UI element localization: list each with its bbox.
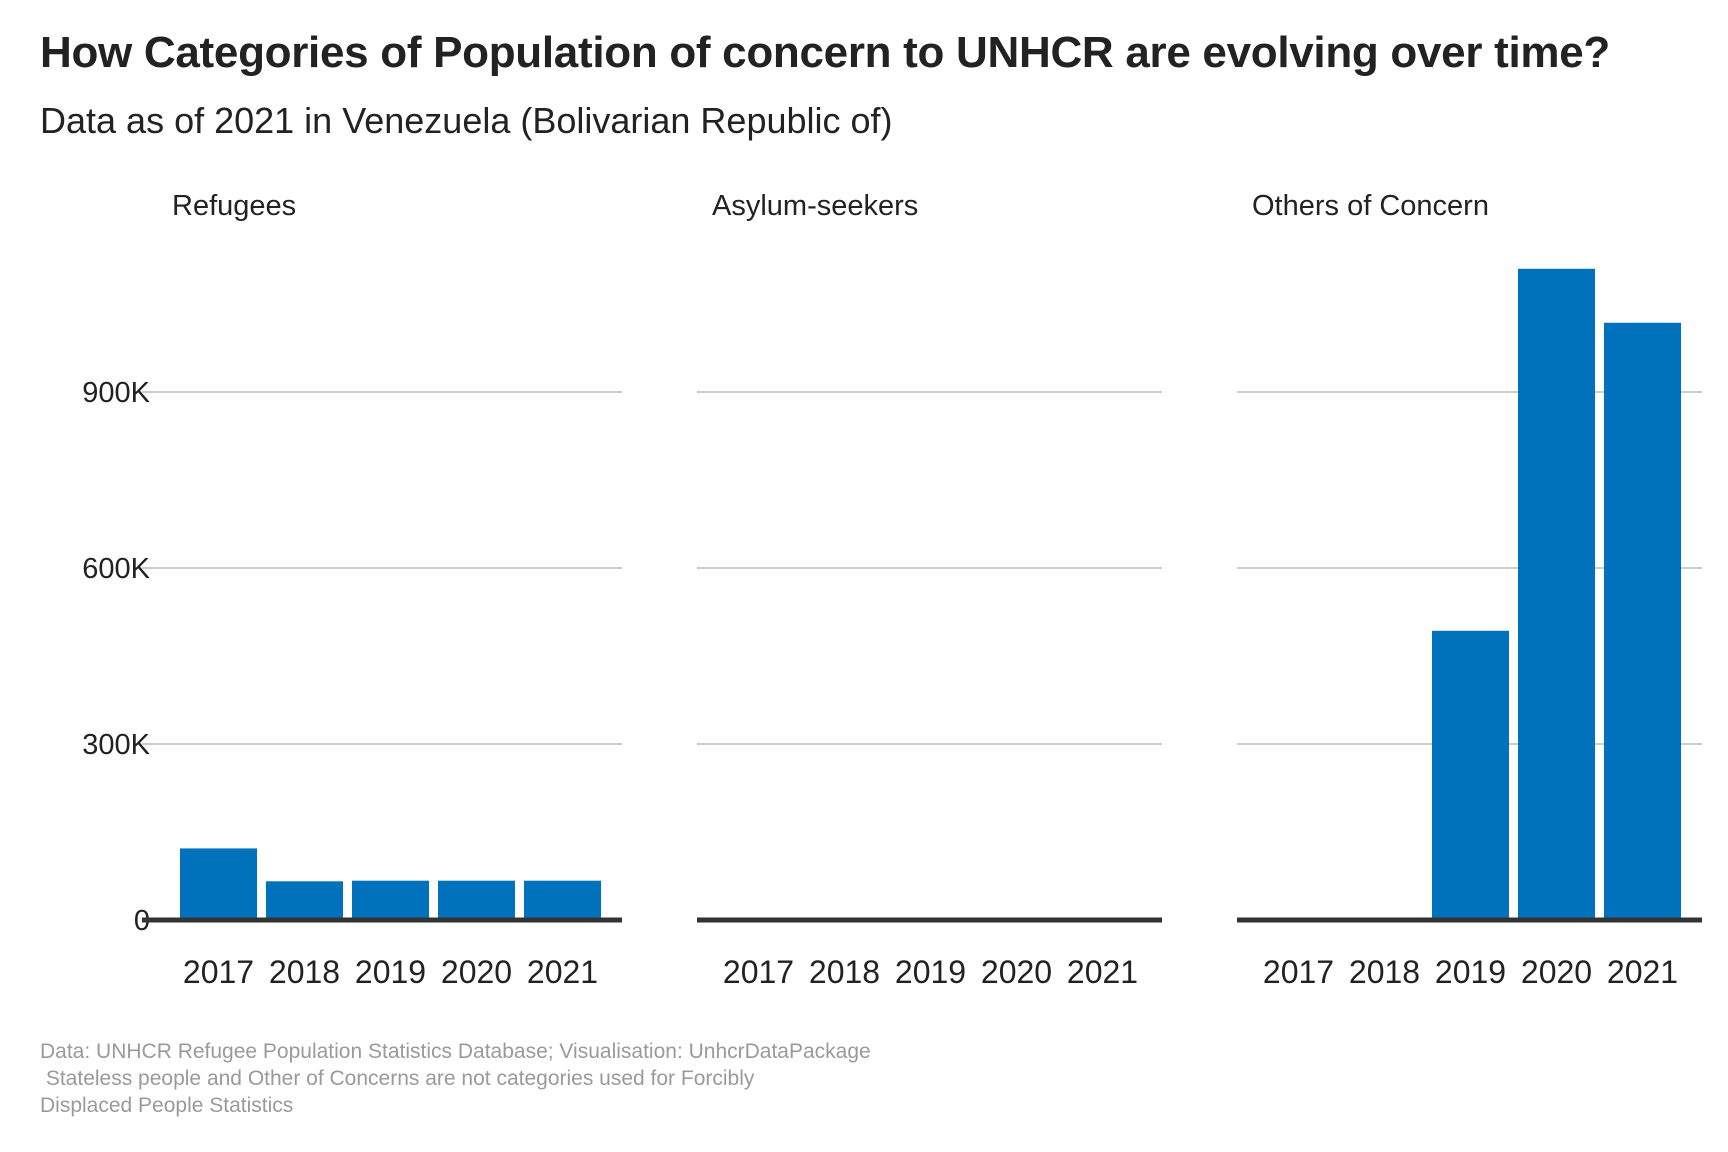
facet-title: Asylum-seekers xyxy=(712,190,918,222)
bar xyxy=(1432,630,1509,920)
bar xyxy=(352,880,429,920)
y-tick-label: 600K xyxy=(82,553,150,585)
y-tick-label: 300K xyxy=(82,729,150,761)
x-tick-label: 2017 xyxy=(1263,954,1334,990)
x-tick-label: 2019 xyxy=(895,954,966,990)
chart-caption: Data: UNHCR Refugee Population Statistic… xyxy=(40,1038,871,1119)
caption-line: Displaced People Statistics xyxy=(40,1094,294,1117)
x-tick-label: 2021 xyxy=(527,954,598,990)
caption-line: Data: UNHCR Refugee Population Statistic… xyxy=(40,1040,871,1063)
x-tick-label: 2020 xyxy=(981,954,1052,990)
bar xyxy=(1604,322,1681,921)
bar xyxy=(180,848,257,920)
chart-subtitle: Data as of 2021 in Venezuela (Bolivarian… xyxy=(40,100,893,141)
x-tick-label: 2017 xyxy=(183,954,254,990)
x-tick-label: 2020 xyxy=(1521,954,1592,990)
y-tick-label: 0 xyxy=(134,905,150,937)
caption-line: Stateless people and Other of Concerns a… xyxy=(40,1067,755,1090)
x-tick-label: 2021 xyxy=(1067,954,1138,990)
bar xyxy=(438,880,515,920)
chart-title: How Categories of Population of concern … xyxy=(40,28,1610,77)
facet-title: Others of Concern xyxy=(1252,190,1489,222)
bar xyxy=(524,880,601,920)
x-tick-label: 2019 xyxy=(355,954,426,990)
bar xyxy=(266,881,343,920)
x-tick-label: 2019 xyxy=(1435,954,1506,990)
y-tick-label: 900K xyxy=(82,377,150,409)
x-tick-label: 2018 xyxy=(269,954,340,990)
x-tick-label: 2021 xyxy=(1607,954,1678,990)
x-tick-label: 2018 xyxy=(1349,954,1420,990)
x-tick-label: 2020 xyxy=(441,954,512,990)
bar xyxy=(1518,268,1595,920)
x-tick-label: 2017 xyxy=(723,954,794,990)
x-tick-label: 2018 xyxy=(809,954,880,990)
facet-title: Refugees xyxy=(172,190,296,222)
